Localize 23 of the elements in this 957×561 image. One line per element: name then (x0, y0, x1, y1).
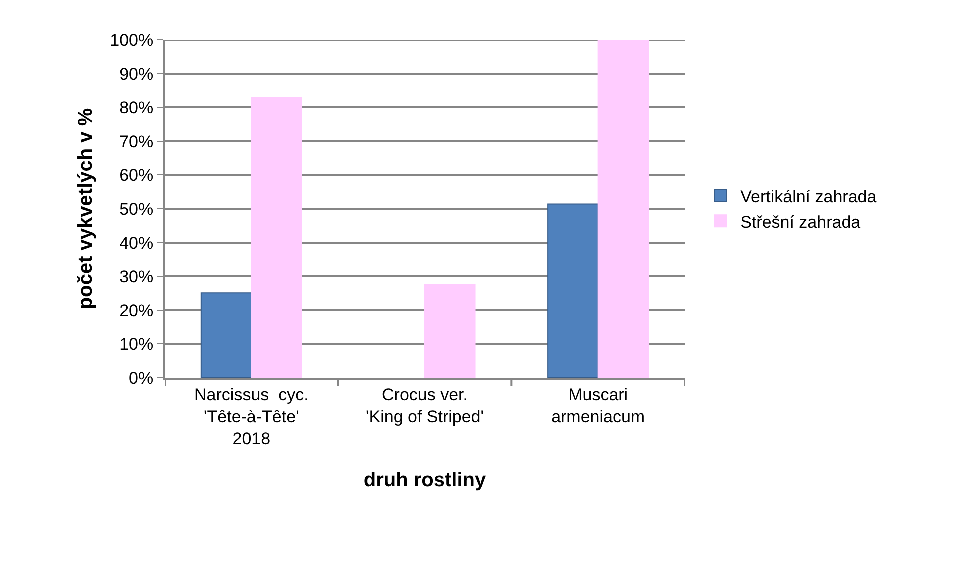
y-tick-label: 70% (120, 132, 154, 152)
y-tick-label: 90% (120, 64, 154, 84)
legend-label: Střešní zahrada (740, 212, 862, 232)
y-tick-label: 30% (120, 268, 154, 287)
y-tick-label: 20% (120, 301, 154, 320)
y-axis-title: počet vykvetlých v % (75, 108, 98, 310)
y-tick-label: 0% (129, 368, 154, 388)
bar (200, 292, 252, 378)
bar (598, 40, 650, 378)
legend-label: Vertikální zahrada (740, 188, 878, 207)
x-axis-title: druh rostliny (364, 470, 487, 492)
y-tick-label: 80% (120, 98, 154, 118)
bar (251, 96, 302, 378)
y-tick-label: 60% (120, 166, 154, 186)
x-tick-label: Crocus ver. 'King of Striped' (366, 385, 484, 426)
y-tick-label: 10% (120, 335, 154, 354)
x-tick-label: Narcissus cyc. 'Tête-à-Tête' 2018 (194, 385, 309, 449)
y-tick-label: 40% (120, 234, 154, 253)
y-tick-label: 50% (120, 200, 154, 219)
y-tick-label: 100% (110, 30, 154, 50)
bar (424, 284, 476, 378)
x-tick-label: Muscari armeniacum (552, 385, 646, 426)
bar (548, 204, 599, 378)
